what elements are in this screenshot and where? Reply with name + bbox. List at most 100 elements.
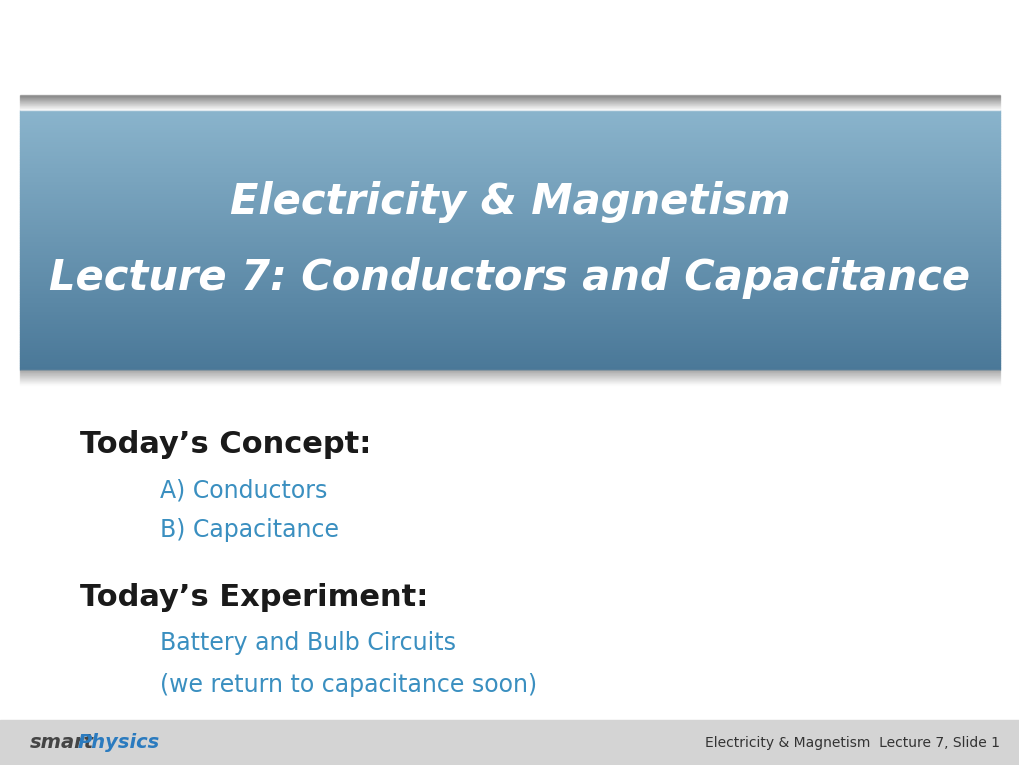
Bar xyxy=(20,266,999,268)
Bar xyxy=(20,143,999,145)
Text: smart: smart xyxy=(30,733,94,752)
Bar xyxy=(20,246,999,247)
Bar xyxy=(20,297,999,299)
Bar xyxy=(20,290,999,292)
Bar xyxy=(20,254,999,256)
Bar xyxy=(20,282,999,283)
Bar xyxy=(20,339,999,340)
Bar xyxy=(20,276,999,278)
Bar xyxy=(20,150,999,151)
Bar xyxy=(20,269,999,272)
Text: Lecture 7: Conductors and Capacitance: Lecture 7: Conductors and Capacitance xyxy=(49,257,970,299)
Bar xyxy=(20,275,999,276)
Bar xyxy=(20,207,999,209)
Bar xyxy=(20,337,999,339)
Bar xyxy=(20,176,999,177)
Bar xyxy=(20,259,999,261)
Bar xyxy=(20,190,999,191)
Bar xyxy=(20,280,999,282)
Bar xyxy=(20,181,999,183)
Bar xyxy=(20,306,999,308)
Bar xyxy=(20,309,999,311)
Bar xyxy=(20,318,999,320)
Bar xyxy=(20,186,999,188)
Bar xyxy=(20,169,999,171)
Bar xyxy=(20,349,999,351)
Bar xyxy=(20,335,999,337)
Text: Electricity & Magnetism: Electricity & Magnetism xyxy=(229,181,790,223)
Bar xyxy=(20,119,999,120)
Bar xyxy=(20,272,999,273)
Bar xyxy=(20,235,999,236)
Text: Battery and Bulb Circuits: Battery and Bulb Circuits xyxy=(160,631,455,655)
Bar xyxy=(20,313,999,314)
Bar xyxy=(20,314,999,316)
Bar xyxy=(20,142,999,143)
Bar xyxy=(20,155,999,157)
Bar xyxy=(20,216,999,217)
Bar xyxy=(20,202,999,203)
Bar xyxy=(20,188,999,190)
Text: (we return to capacitance soon): (we return to capacitance soon) xyxy=(160,673,537,697)
Text: Today’s Concept:: Today’s Concept: xyxy=(79,430,371,459)
Bar xyxy=(20,203,999,205)
Bar xyxy=(20,353,999,354)
Bar xyxy=(20,136,999,138)
Bar xyxy=(20,172,999,174)
Bar xyxy=(20,358,999,360)
Bar xyxy=(20,120,999,122)
Bar xyxy=(20,131,999,132)
Bar xyxy=(20,124,999,125)
Bar xyxy=(20,224,999,226)
Bar xyxy=(20,308,999,309)
Text: B) Capacitance: B) Capacitance xyxy=(160,518,338,542)
Bar xyxy=(20,214,999,216)
Bar xyxy=(20,356,999,358)
Bar xyxy=(20,332,999,334)
Bar xyxy=(20,160,999,162)
Bar xyxy=(20,209,999,210)
Bar xyxy=(20,321,999,323)
Bar xyxy=(20,125,999,127)
Bar xyxy=(20,283,999,285)
Bar xyxy=(20,304,999,306)
Bar xyxy=(20,117,999,119)
Bar xyxy=(20,157,999,158)
Text: A) Conductors: A) Conductors xyxy=(160,478,327,502)
Bar xyxy=(20,320,999,321)
Bar xyxy=(20,145,999,146)
Bar xyxy=(20,257,999,259)
Bar xyxy=(20,135,999,136)
Bar xyxy=(20,249,999,250)
Bar xyxy=(20,122,999,124)
Bar xyxy=(20,299,999,301)
Bar xyxy=(20,116,999,117)
Bar xyxy=(20,242,999,243)
Bar xyxy=(20,316,999,318)
Bar xyxy=(20,138,999,139)
Bar xyxy=(20,168,999,169)
Bar xyxy=(20,292,999,294)
Bar xyxy=(20,146,999,148)
Bar xyxy=(20,301,999,302)
Bar xyxy=(20,295,999,297)
Bar xyxy=(20,238,999,240)
Bar xyxy=(20,328,999,330)
Bar xyxy=(20,165,999,168)
Bar xyxy=(20,330,999,332)
Bar xyxy=(20,200,999,202)
Bar xyxy=(20,230,999,231)
Bar xyxy=(20,198,999,200)
Bar xyxy=(20,226,999,228)
Bar xyxy=(20,366,999,368)
Bar xyxy=(20,273,999,275)
Bar xyxy=(20,262,999,264)
Bar xyxy=(20,184,999,186)
Bar xyxy=(20,365,999,366)
Bar xyxy=(20,287,999,288)
Bar xyxy=(20,250,999,252)
Bar xyxy=(20,243,999,246)
Bar xyxy=(20,346,999,347)
Bar xyxy=(20,240,999,242)
Bar xyxy=(20,247,999,249)
